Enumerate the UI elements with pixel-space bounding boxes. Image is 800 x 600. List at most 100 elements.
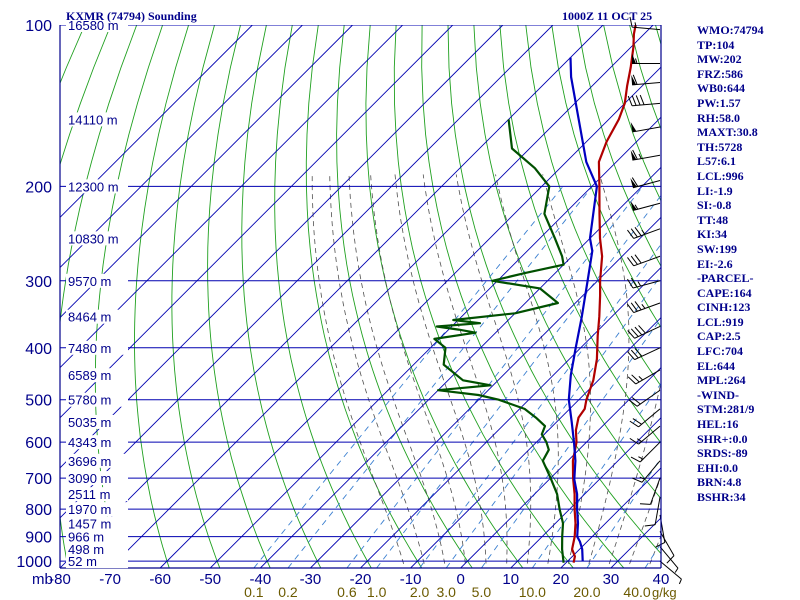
height-label: 1970 m xyxy=(68,502,111,517)
dry-adiabat xyxy=(551,25,661,329)
wind-barb-full xyxy=(630,328,639,337)
mixing-ratio-line xyxy=(481,317,661,568)
pressure-tick-label: 1000 xyxy=(16,554,52,571)
wind-barb-full xyxy=(627,278,634,289)
wind-barb-half xyxy=(639,476,645,480)
isotherm xyxy=(109,25,654,568)
wind-barb-half xyxy=(634,22,637,28)
isotherm xyxy=(209,116,661,568)
dewpoint-trace xyxy=(433,119,565,563)
isotherm xyxy=(60,25,454,419)
wind-barb-full xyxy=(627,95,633,106)
wind-barb xyxy=(659,560,682,585)
height-label-bg xyxy=(66,340,128,355)
index-item: BSHR:34 xyxy=(697,490,746,504)
wind-barb-full xyxy=(630,277,638,288)
wind-barb xyxy=(627,277,661,289)
wind-barb-full xyxy=(632,477,643,483)
wind-barb xyxy=(629,408,661,428)
mixing-ratio-label: 3.0 xyxy=(436,584,456,600)
dry-adiabat xyxy=(207,25,271,568)
temperature-tick-label: -10 xyxy=(400,571,422,588)
wind-barb-staff xyxy=(633,255,661,267)
pressure-tick-label: 700 xyxy=(25,471,52,488)
isotherm xyxy=(260,166,661,568)
wind-barb xyxy=(628,389,661,407)
wind-barb-full xyxy=(630,456,641,463)
wind-barb-full xyxy=(644,524,656,527)
wind-barb-half xyxy=(638,456,644,460)
wind-barb-staff xyxy=(632,126,661,133)
wind-barb xyxy=(655,514,666,548)
mixing-ratio-label: 1.0 xyxy=(367,584,387,600)
sounding-traces xyxy=(433,25,637,563)
index-item: FRZ:586 xyxy=(697,66,743,81)
moist-adiabat xyxy=(607,380,661,568)
index-item: LI:-1.9 xyxy=(697,183,733,198)
wind-barb-full xyxy=(630,302,638,312)
wind-barb-full xyxy=(655,542,666,548)
temperature-tick-label: -60 xyxy=(149,571,171,588)
mixing-ratio-label: 0.1 xyxy=(244,584,264,600)
isotherm xyxy=(60,25,403,369)
isotherm xyxy=(560,467,661,568)
dry-adiabat xyxy=(421,25,625,568)
chart-datetime: 1000Z 11 OCT 25 xyxy=(562,9,653,23)
wind-barb-staff xyxy=(641,460,661,483)
wind-barb-full xyxy=(627,376,637,385)
index-item: CAPE:164 xyxy=(697,285,752,300)
dry-adiabat xyxy=(577,25,661,268)
isotherm xyxy=(159,66,661,568)
pressure-tick-label: 500 xyxy=(25,393,52,410)
wind-barb xyxy=(627,347,661,361)
index-item: -WIND- xyxy=(697,387,739,402)
wind-barb-half xyxy=(641,229,646,235)
pressure-tick-label: 200 xyxy=(25,179,52,196)
moist-adiabat xyxy=(455,174,532,568)
index-item: LCL:919 xyxy=(697,314,744,329)
moist-adiabat xyxy=(495,174,559,568)
height-label-bg xyxy=(66,231,128,246)
wind-barb xyxy=(627,369,661,385)
dry-adiabat xyxy=(336,25,473,568)
moist-adiabat xyxy=(627,475,661,568)
index-item: HEL:16 xyxy=(697,417,739,432)
height-label: 9570 m xyxy=(68,274,111,289)
mixing-ratio-label: 40.0 xyxy=(623,584,650,600)
height-label-bg xyxy=(66,453,128,468)
moist-adiabat xyxy=(370,174,467,568)
wind-barb-staff xyxy=(633,228,661,239)
wind-barb xyxy=(629,425,661,445)
wind-barb xyxy=(627,254,661,267)
index-item: MPL:264 xyxy=(697,373,746,388)
wind-barb-staff xyxy=(659,531,675,556)
wind-barb-full xyxy=(631,177,639,187)
height-label: 10830 m xyxy=(68,231,119,246)
height-label: 8464 m xyxy=(68,310,111,325)
wind-barb-full xyxy=(628,399,638,407)
chart-grid xyxy=(60,25,661,568)
dry-adiabat xyxy=(134,25,190,568)
height-label-bg xyxy=(66,529,128,544)
wind-barb-full xyxy=(627,257,635,267)
mixing-ratio-line xyxy=(376,194,661,568)
index-item: EL:644 xyxy=(697,358,736,373)
wind-barb xyxy=(630,177,661,189)
wind-barb xyxy=(630,122,661,133)
wind-barb xyxy=(659,546,679,573)
mixing-ratio-line xyxy=(346,186,644,568)
index-item: MW:202 xyxy=(697,52,742,67)
index-item: SW:199 xyxy=(697,241,738,256)
wind-barb-half xyxy=(634,204,639,210)
index-item: BRN:4.8 xyxy=(697,475,742,490)
height-label-bg xyxy=(66,554,128,569)
index-item: EHI:0.0 xyxy=(697,460,739,475)
dry-adiabat xyxy=(274,25,372,568)
moist-adiabat xyxy=(587,174,630,568)
pressure-unit-label: mb xyxy=(32,571,53,588)
mixing-ratio-label: 20.0 xyxy=(573,584,600,600)
height-label-bg xyxy=(66,273,128,288)
wind-barb-staff xyxy=(632,202,661,211)
wind-barb xyxy=(627,325,661,339)
wind-barb-full xyxy=(630,228,638,238)
